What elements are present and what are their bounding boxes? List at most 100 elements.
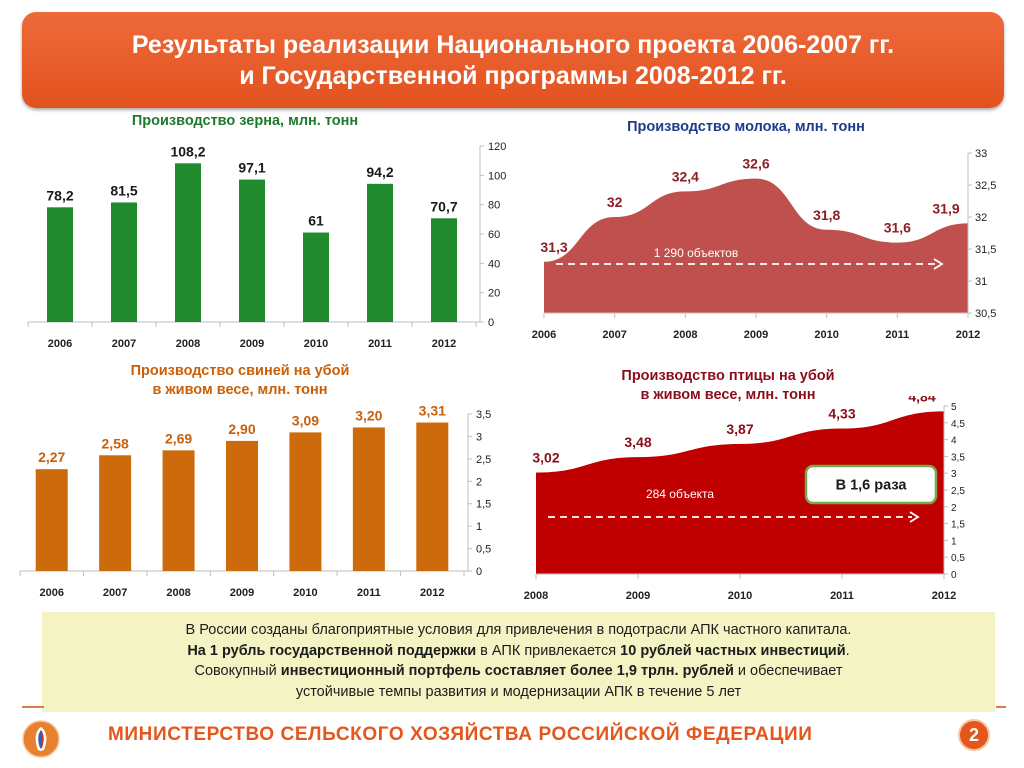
info-line-4: устойчивые темпы развития и модернизации… bbox=[295, 683, 742, 700]
grain-y-tick-label: 20 bbox=[488, 288, 500, 300]
pig-value-label-2007: 2,58 bbox=[102, 435, 129, 451]
pig-x-label-2006: 2006 bbox=[39, 587, 63, 599]
pig-bar-2007 bbox=[99, 455, 132, 571]
grain-y-tick-label: 60 bbox=[488, 229, 500, 241]
poultry-y-tick-label: 0 bbox=[951, 570, 957, 581]
poultry-y-tick-label: 4,5 bbox=[951, 419, 965, 430]
poultry-x-label-2011: 2011 bbox=[830, 590, 854, 602]
pig-bar-2006 bbox=[35, 469, 68, 571]
milk-chart-title: Производство молока, млн. тонн bbox=[627, 119, 865, 135]
milk-x-label-2006: 2006 bbox=[532, 329, 556, 341]
poultry-y-tick-label: 3,5 bbox=[951, 452, 965, 463]
poultry-y-tick-label: 1 bbox=[951, 536, 957, 547]
info-line-1: В России созданы благоприятные условия д… bbox=[185, 622, 852, 638]
pig-chart-title-line1: Производство свиней на убой bbox=[130, 363, 350, 379]
grain-x-label-2012: 2012 bbox=[432, 338, 456, 350]
poultry-y-tick-label: 2,5 bbox=[951, 486, 965, 497]
grain-value-label-2010: 61 bbox=[308, 213, 324, 229]
poultry-x-label-2010: 2010 bbox=[728, 590, 752, 602]
poultry-chart-title-line1: Производство птицы на убой bbox=[621, 368, 835, 384]
milk-x-label-2011: 2011 bbox=[885, 329, 909, 341]
grain-x-label-2007: 2007 bbox=[112, 338, 136, 350]
milk-y-tick-label: 32,5 bbox=[975, 180, 996, 192]
poultry-x-label-2012: 2012 bbox=[932, 590, 956, 602]
pig-chart-title-line2: в живом весе, млн. тонн bbox=[152, 382, 328, 398]
pig-value-label-2006: 2,27 bbox=[38, 449, 65, 465]
pig-y-tick-label: 2 bbox=[476, 476, 482, 488]
milk-y-tick-label: 31,5 bbox=[975, 244, 996, 256]
pig-bar-2012 bbox=[416, 422, 449, 571]
grain-value-label-2011: 94,2 bbox=[366, 164, 393, 180]
pig-y-tick-label: 1,5 bbox=[476, 499, 491, 511]
grain-x-label-2008: 2008 bbox=[176, 338, 200, 350]
pig-y-tick-label: 0 bbox=[476, 566, 482, 578]
separator-right bbox=[996, 706, 1006, 708]
pig-bar-chart: 0 0,5 1 1,5 2 2,5 3 3,5 2,27 2006 2,58 2007 2,69 2008… bbox=[19, 403, 491, 599]
grain-x-label-2010: 2010 bbox=[304, 338, 328, 350]
poultry-y-tick-label: 5 bbox=[951, 402, 957, 413]
ministry-name: МИНИСТЕРСТВО СЕЛЬСКОГО ХОЗЯЙСТВА РОССИЙС… bbox=[108, 724, 813, 745]
milk-annotation-arrow-head bbox=[933, 258, 944, 270]
poultry-badge-text: В 1,6 раза bbox=[836, 478, 908, 494]
pig-bar-2011 bbox=[352, 427, 385, 571]
grain-y-tick-label: 80 bbox=[488, 200, 500, 212]
pig-y-tick-label: 2,5 bbox=[476, 454, 491, 466]
grain-bar-2008 bbox=[175, 163, 201, 322]
info-line-2-bold-b: 10 рублей частных инвестиций bbox=[620, 642, 846, 659]
grain-bar-2010 bbox=[303, 232, 329, 322]
poultry-area-chart: 0 0,5 1 1,5 2 2,5 3 3,5 4 4,5 5 3,02 2008 3,48 2009 3,8… bbox=[524, 396, 966, 602]
milk-value-label-2011: 31,6 bbox=[884, 220, 911, 236]
page-number-badge: 2 bbox=[958, 719, 990, 751]
poultry-y-tick-label: 2 bbox=[951, 503, 957, 514]
poultry-x-label-2008: 2008 bbox=[524, 590, 548, 602]
poultry-annotation-arrow-head bbox=[909, 511, 920, 523]
milk-y-tick-label: 31 bbox=[975, 276, 987, 288]
milk-y-tick-label: 33 bbox=[975, 148, 987, 160]
poultry-badge-box bbox=[804, 464, 938, 505]
poultry-value-label-2011: 4,33 bbox=[828, 406, 855, 422]
pig-x-label-2011: 2011 bbox=[357, 587, 381, 599]
pig-x-label-2008: 2008 bbox=[166, 587, 190, 599]
pig-value-label-2012: 3,31 bbox=[419, 403, 446, 419]
pig-chart-title: Производство свиней на убой в живом весе… bbox=[90, 362, 390, 400]
grain-bar-2007 bbox=[111, 202, 137, 322]
grain-bar-2009 bbox=[239, 179, 265, 322]
poultry-y-tick-label: 1,5 bbox=[951, 520, 965, 531]
title-banner: Результаты реализации Национального прое… bbox=[22, 12, 1004, 108]
pig-y-tick-label: 0,5 bbox=[476, 544, 491, 556]
pig-bar-2010 bbox=[289, 432, 322, 571]
milk-value-label-2009: 32,6 bbox=[742, 156, 769, 172]
info-box: В России созданы благоприятные условия д… bbox=[42, 612, 995, 712]
grain-value-label-2008: 108,2 bbox=[170, 143, 205, 159]
grain-y-tick-label: 100 bbox=[488, 170, 506, 182]
milk-value-label-2010: 31,8 bbox=[813, 207, 840, 223]
pig-x-label-2007: 2007 bbox=[103, 587, 127, 599]
grain-y-tick-label: 40 bbox=[488, 258, 500, 270]
grain-x-label-2006: 2006 bbox=[48, 338, 72, 350]
grain-chart-title: Производство зерна, млн. тонн bbox=[131, 113, 359, 129]
grain-bar-chart: 0 20 40 60 80 100 120 78,2 2006 81,5 2007 108,2 2008… bbox=[27, 141, 506, 350]
page-title-line2: и Государственной программы 2008-2012 гг… bbox=[239, 62, 787, 90]
milk-y-tick-label: 30,5 bbox=[975, 308, 996, 320]
pig-x-label-2012: 2012 bbox=[420, 587, 444, 599]
page-title-line1: Результаты реализации Национального прое… bbox=[131, 31, 895, 59]
poultry-value-label-2010: 3,87 bbox=[726, 421, 753, 437]
info-line-2: На 1 рубль государственной поддержки в А… bbox=[42, 641, 995, 662]
info-line-3-end: и обеспечивает bbox=[733, 663, 843, 679]
poultry-area-fill bbox=[536, 411, 944, 574]
milk-area-chart: 30,5 31 31,5 32 32,5 33 31,3 2006 32 2007 32,4 2008… bbox=[532, 148, 997, 341]
milk-value-label-2008: 32,4 bbox=[672, 168, 699, 184]
pig-value-label-2008: 2,69 bbox=[165, 430, 192, 446]
grain-value-label-2012: 70,7 bbox=[430, 198, 457, 214]
pig-bar-2009 bbox=[226, 440, 258, 571]
info-line-3-bold: инвестиционный портфель составляет более… bbox=[280, 663, 734, 679]
grain-y-tick-label: 0 bbox=[488, 317, 494, 329]
milk-x-label-2009: 2009 bbox=[744, 329, 768, 341]
grain-value-label-2009: 97,1 bbox=[238, 160, 265, 176]
grain-y-tick-label: 120 bbox=[488, 141, 506, 153]
pig-x-label-2009: 2009 bbox=[230, 587, 254, 599]
pig-y-tick-label: 1 bbox=[476, 521, 482, 533]
milk-y-tick-label: 32 bbox=[975, 212, 987, 224]
milk-x-label-2010: 2010 bbox=[814, 329, 838, 341]
milk-value-label-2007: 32 bbox=[607, 194, 623, 210]
